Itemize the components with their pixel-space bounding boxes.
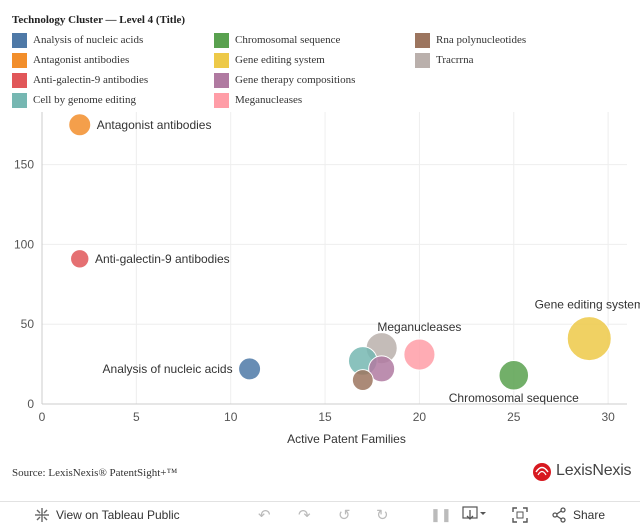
legend-swatch: [415, 32, 430, 48]
share-label: Share: [573, 508, 606, 522]
view-on-tableau-button[interactable]: View on Tableau Public: [34, 507, 180, 523]
legend-label: Gene therapy compositions: [235, 74, 356, 86]
legend-item[interactable]: Gene editing system: [214, 51, 325, 69]
y-tick-label: 100: [14, 237, 34, 251]
legend-item[interactable]: Meganucleases: [214, 91, 302, 109]
legend-swatch: [12, 72, 27, 88]
refresh-icon[interactable]: ↻: [376, 507, 389, 524]
legend-item[interactable]: Cell by genome editing: [12, 91, 136, 109]
tableau-icon: [35, 508, 49, 522]
download-button[interactable]: [462, 506, 488, 522]
x-tick-label: 20: [413, 410, 427, 424]
legend-swatch: [12, 92, 27, 108]
legend-label: Cell by genome editing: [33, 94, 136, 106]
legend-item[interactable]: Tracrrna: [415, 51, 473, 69]
legend-title: Technology Cluster — Level 4 (Title): [12, 14, 186, 26]
legend-item[interactable]: Rna polynucleotides: [415, 31, 526, 49]
legend-item[interactable]: Antagonist antibodies: [12, 51, 129, 69]
x-tick-label: 25: [507, 410, 521, 424]
bubble-label: Meganucleases: [377, 320, 461, 334]
brand-logo[interactable]: LexisNexis: [532, 460, 632, 482]
legend-swatch: [415, 52, 430, 68]
legend-swatch: [214, 32, 229, 48]
pause-icon[interactable]: ❚❚: [430, 507, 452, 522]
legend-label: Analysis of nucleic acids: [33, 34, 144, 46]
bubble-label: Anti-galectin-9 antibodies: [95, 252, 230, 266]
legend-label: Gene editing system: [235, 54, 325, 66]
revert-icon[interactable]: ↺: [338, 507, 351, 524]
y-tick-label: 150: [14, 158, 34, 172]
bubble[interactable]: [70, 249, 90, 269]
legend-swatch: [214, 92, 229, 108]
legend-label: Antagonist antibodies: [33, 54, 130, 66]
bubble-label: Gene editing system: [535, 298, 640, 312]
legend-swatch: [214, 72, 229, 88]
legend-item[interactable]: Analysis of nucleic acids: [12, 31, 143, 49]
x-axis-title: Active Patent Families: [287, 432, 406, 446]
share-button[interactable]: Share: [551, 507, 605, 523]
view-on-tableau-label: View on Tableau Public: [56, 508, 180, 522]
legend-label: Meganucleases: [235, 94, 303, 106]
x-tick-label: 10: [224, 410, 238, 424]
legend: Analysis of nucleic acids Antagonist ant…: [12, 31, 612, 111]
lexisnexis-logo-icon: [533, 463, 551, 481]
x-tick-label: 5: [133, 410, 140, 424]
bubble[interactable]: [403, 338, 436, 371]
legend-label: Tracrrna: [436, 54, 474, 66]
bubble[interactable]: [368, 355, 396, 383]
legend-item[interactable]: Anti-galectin-9 antibodies: [12, 71, 148, 89]
bubble[interactable]: [68, 113, 92, 137]
x-tick-label: 15: [318, 410, 332, 424]
legend-swatch: [214, 52, 229, 68]
x-tick-label: 30: [601, 410, 615, 424]
brand-name: LexisNexis: [556, 462, 632, 479]
fullscreen-button[interactable]: [512, 507, 528, 523]
legend-label: Rna polynucleotides: [436, 34, 527, 46]
tableau-toolbar: View on Tableau Public ↶ ↷ ↺ ↻ ❚❚ Share: [0, 501, 640, 528]
legend-swatch: [12, 52, 27, 68]
legend-swatch: [12, 32, 27, 48]
legend-label: Anti-galectin-9 antibodies: [33, 74, 149, 86]
fullscreen-icon: [512, 507, 528, 523]
bubble-chart: 0 5 10 15 20 25 30 0 50 100 150 Active Patent Famil…: [14, 112, 640, 446]
bubble-label: Chromosomal sequence: [449, 391, 579, 405]
y-tick-label: 0: [27, 397, 34, 411]
bubble[interactable]: [238, 357, 262, 381]
bubble[interactable]: [498, 360, 530, 391]
legend-item[interactable]: Chromosomal sequence: [214, 31, 340, 49]
legend-item[interactable]: Gene therapy compositions: [214, 71, 355, 89]
x-tick-label: 0: [39, 410, 46, 424]
bubble-label: Analysis of nucleic acids: [103, 362, 233, 376]
redo-icon[interactable]: ↷: [298, 507, 311, 524]
y-tick-label: 50: [21, 317, 35, 331]
download-icon: [462, 506, 486, 520]
share-icon: [552, 507, 566, 523]
bubble[interactable]: [351, 369, 374, 392]
legend-label: Chromosomal sequence: [235, 34, 341, 46]
bubble[interactable]: [566, 316, 612, 362]
undo-icon[interactable]: ↶: [258, 507, 271, 524]
bubble-label: Antagonist antibodies: [97, 118, 212, 132]
source-note: Source: LexisNexis® PatentSight+™: [12, 467, 178, 479]
